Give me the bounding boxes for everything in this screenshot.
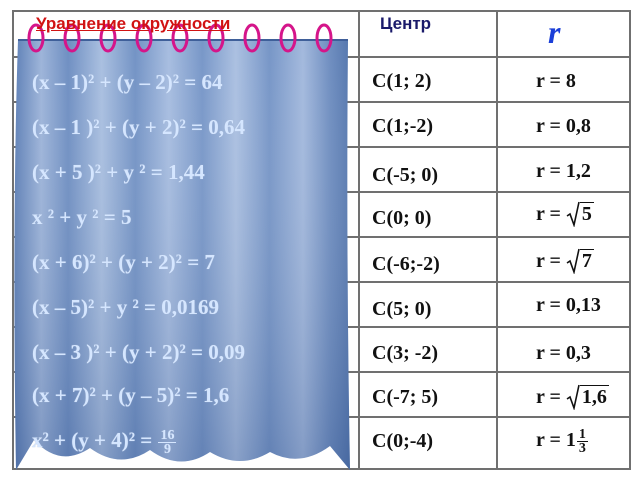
sqrt-symbol: 7 <box>566 248 594 274</box>
sqrt-symbol: 5 <box>566 201 594 227</box>
radius-cell: r = 1,6 <box>536 384 609 410</box>
center-cell: C(1;-2) <box>372 115 434 137</box>
radius-cell: r = 7 <box>536 248 594 274</box>
radius-cell: r = 1,2 <box>536 160 591 182</box>
radius-radicand: 7 <box>579 249 594 272</box>
center-cell: C(-5; 0) <box>372 164 439 186</box>
equation-cell: x² + (y + 4)² = 16 9 <box>32 427 177 457</box>
center-cell: C(1; 2) <box>372 70 432 92</box>
radius-radicand: 5 <box>579 202 594 225</box>
center-cell: C(-6;-2) <box>372 253 440 275</box>
sqrt-symbol: 1,6 <box>566 384 609 410</box>
curtain-icon[interactable] <box>0 0 360 480</box>
radius-cell: r = 0,3 <box>536 342 591 364</box>
fraction-numerator: 1 <box>576 427 588 442</box>
center-cell: C(-7; 5) <box>372 386 439 408</box>
fraction-numerator: 16 <box>158 427 177 443</box>
center-column-header: Центр <box>380 14 432 33</box>
radius-radicand: 1,6 <box>579 385 609 408</box>
radius-prefix: r = <box>536 203 561 225</box>
equation-text: x² + (y + 4)² = <box>32 428 153 452</box>
fraction-denominator: 9 <box>163 441 171 457</box>
fraction-denominator: 3 <box>578 441 586 456</box>
center-cell: C(3; -2) <box>372 342 439 364</box>
radius-cell: r = 8 <box>536 70 576 92</box>
center-cell: C(0;-4) <box>372 430 434 452</box>
equation-cell: x ² + y ² = 5 <box>32 205 132 229</box>
equation-cell: (x – 3 )² + (y + 2)² = 0,09 <box>32 340 245 364</box>
radius-column-header: r <box>548 14 561 50</box>
equation-cell: (x – 1 )² + (y + 2)² = 0,64 <box>32 115 245 139</box>
radius-cell: r = 5 <box>536 201 594 227</box>
equation-cell: (x + 5 )² + y ² = 1,44 <box>32 160 205 184</box>
radius-prefix: r = <box>536 386 561 408</box>
radius-prefix: r = 1 <box>536 429 576 452</box>
equation-cell: (x + 6)² + (y + 2)² = 7 <box>32 250 215 274</box>
center-cell: C(5; 0) <box>372 298 432 320</box>
center-cell: C(0; 0) <box>372 207 432 229</box>
radius-prefix: r = <box>536 250 561 272</box>
equation-fraction: 16 9 <box>158 427 177 457</box>
radius-cell: r = 0,8 <box>536 115 591 137</box>
equation-cell: (x – 1)² + (y – 2)² = 64 <box>32 70 223 94</box>
radius-cell: r = 0,13 <box>536 294 601 316</box>
page-title: Уравнение окружности <box>36 14 231 33</box>
curtain-rings-icon <box>27 23 333 53</box>
equation-cell: (x – 5)² + y ² = 0,0169 <box>32 295 220 319</box>
equation-cell: (x + 7)² + (y – 5)² = 1,6 <box>32 383 230 407</box>
